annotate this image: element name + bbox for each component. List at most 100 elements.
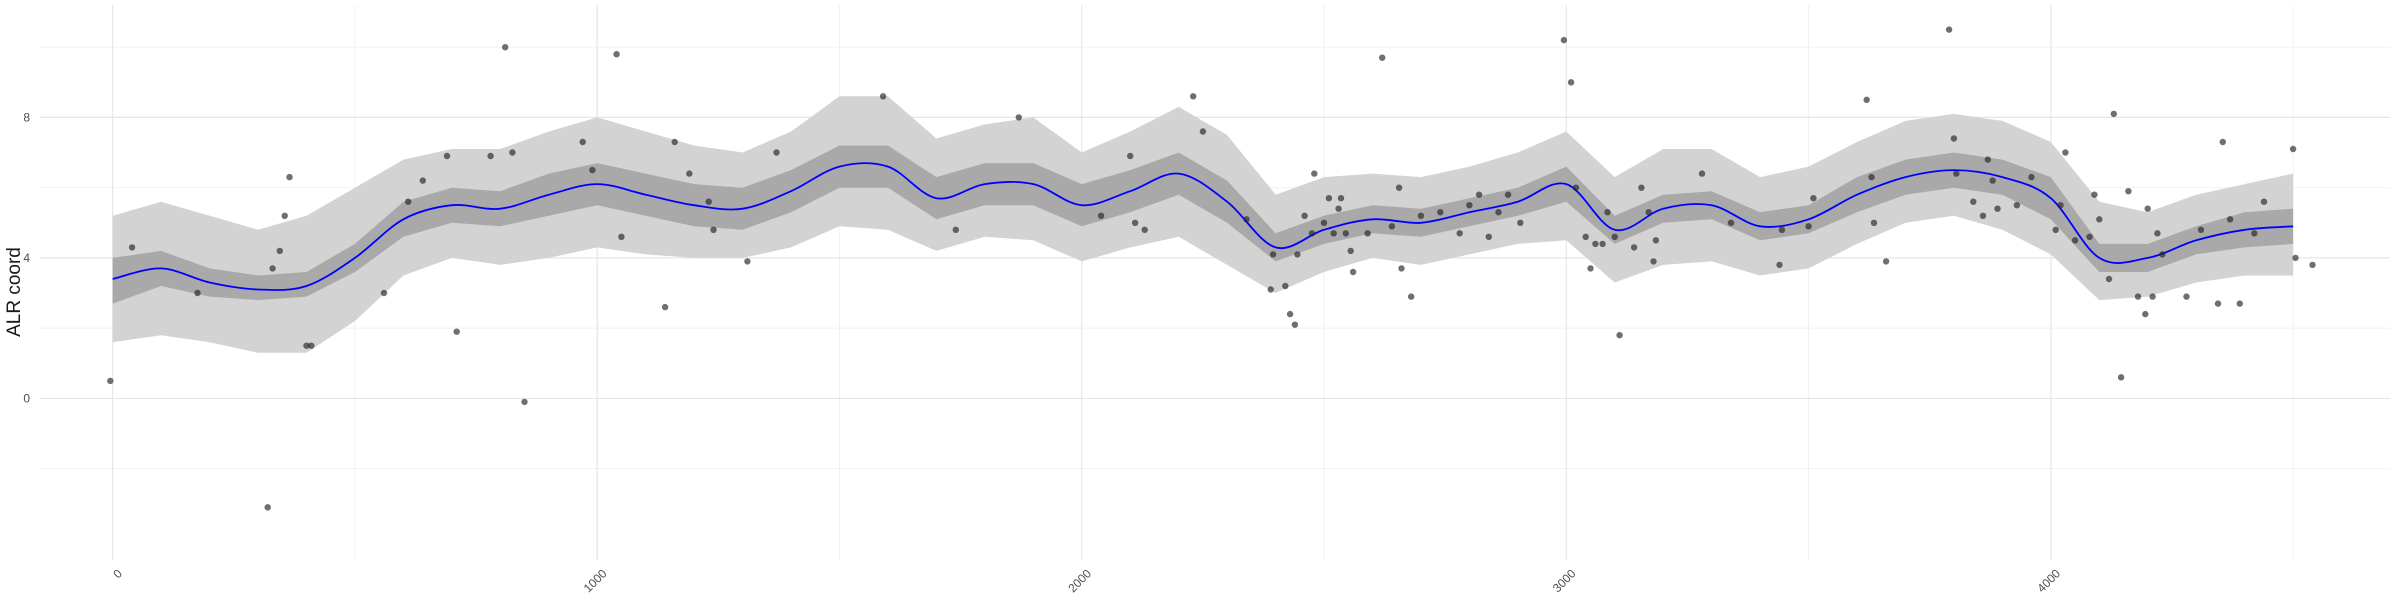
data-point <box>1870 219 1878 226</box>
data-point <box>2071 237 2079 244</box>
data-point <box>1466 202 1473 209</box>
data-point <box>1979 212 1987 219</box>
data-point <box>744 258 751 265</box>
x-tick-label: 2000 <box>1065 566 1094 595</box>
data-point <box>1989 177 1996 184</box>
x-tick-label: 4000 <box>2034 566 2063 595</box>
data-point <box>2105 275 2113 283</box>
data-point <box>2057 202 2064 209</box>
data-point <box>1364 230 1371 237</box>
data-point <box>1141 226 1148 233</box>
data-point <box>952 226 959 233</box>
data-point <box>671 138 678 146</box>
data-point <box>502 44 509 51</box>
data-point <box>308 342 315 349</box>
data-point <box>128 244 136 251</box>
data-point <box>1485 233 1493 240</box>
data-point <box>1604 209 1611 216</box>
x-tick-label: 0 <box>110 566 125 581</box>
smooth-fit-line <box>112 162 2294 291</box>
data-point <box>1398 265 1405 272</box>
data-point <box>281 212 288 219</box>
data-point <box>2091 191 2098 198</box>
data-point <box>1097 212 1105 219</box>
data-point <box>2117 374 2125 381</box>
data-point <box>286 173 293 181</box>
data-point <box>1984 156 1992 163</box>
data-point <box>1970 198 1977 205</box>
y-tick-label: 4 <box>23 251 30 265</box>
data-point <box>773 149 780 156</box>
data-point <box>1456 230 1463 237</box>
x-tick-label: 1000 <box>581 566 610 595</box>
data-point <box>1599 240 1606 248</box>
data-point <box>1945 26 1953 33</box>
data-point <box>1437 209 1444 216</box>
data-point <box>107 377 114 385</box>
data-point <box>1950 135 1958 142</box>
data-point <box>1243 216 1250 223</box>
data-point <box>1953 170 1960 177</box>
data-point <box>2144 205 2151 212</box>
data-point <box>1342 230 1350 237</box>
data-point <box>2125 188 2132 195</box>
grid-layer <box>40 5 2390 560</box>
data-point <box>1294 251 1301 258</box>
data-point <box>2142 310 2149 318</box>
data-point <box>1582 233 1589 240</box>
data-point <box>2219 138 2226 146</box>
data-point <box>613 51 620 58</box>
data-point <box>1868 173 1875 181</box>
data-point <box>2159 251 2166 258</box>
data-point <box>2149 293 2156 300</box>
data-point <box>1611 233 1618 240</box>
outer-confidence-band <box>112 96 2294 353</box>
data-point <box>1652 237 1660 244</box>
data-point <box>1560 36 1568 44</box>
data-point <box>1286 310 1294 318</box>
y-axis-label: ALR coord <box>4 247 25 337</box>
data-point <box>1495 209 1502 216</box>
data-point <box>264 504 271 511</box>
data-point <box>419 177 426 184</box>
data-point <box>1417 212 1425 219</box>
data-point <box>1291 321 1299 328</box>
data-point <box>2052 226 2059 233</box>
data-point <box>443 152 451 160</box>
data-point <box>1638 184 1645 191</box>
data-point <box>2197 226 2205 233</box>
data-point <box>1127 152 1134 160</box>
data-point <box>2292 254 2299 262</box>
data-point <box>1379 54 1386 61</box>
band-layer <box>112 96 2294 353</box>
data-point <box>1395 184 1403 191</box>
data-point <box>1572 184 1580 191</box>
data-point <box>589 166 596 174</box>
data-point <box>1320 219 1328 226</box>
data-point <box>1475 191 1483 198</box>
data-point <box>269 265 276 272</box>
data-point <box>453 328 460 335</box>
point-layer <box>107 26 2316 511</box>
data-point <box>1994 205 2001 212</box>
data-point <box>705 198 712 205</box>
data-point <box>2236 300 2243 307</box>
data-point <box>2134 293 2142 300</box>
data-point <box>1347 247 1354 255</box>
data-point <box>2183 293 2190 300</box>
data-point <box>1388 223 1396 230</box>
data-point <box>1616 332 1623 339</box>
data-point <box>405 198 412 205</box>
data-point <box>509 149 516 156</box>
x-tick-label: 3000 <box>1550 566 1579 595</box>
data-point <box>1882 258 1890 265</box>
data-point <box>618 233 625 240</box>
data-point <box>1592 240 1599 248</box>
data-point <box>487 152 494 160</box>
data-point <box>2226 216 2234 223</box>
line-layer <box>112 162 2294 291</box>
data-point <box>1630 244 1638 251</box>
data-point <box>1349 268 1357 276</box>
data-point <box>2309 261 2316 269</box>
